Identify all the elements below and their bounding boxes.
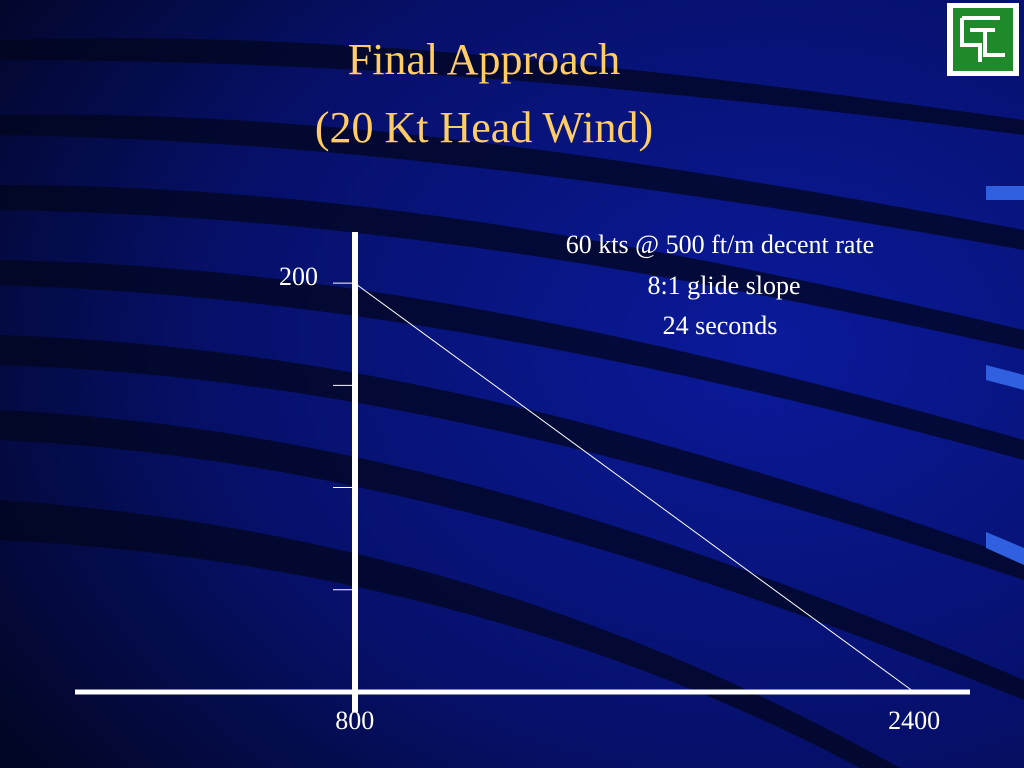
x-tick-label: 2400 xyxy=(888,706,940,735)
edge-notches xyxy=(986,186,1024,565)
y-tick-label: 200 xyxy=(279,262,318,291)
logo xyxy=(947,3,1019,76)
annotation: 24 seconds xyxy=(663,311,778,340)
annotation: 8:1 glide slope xyxy=(647,271,800,300)
background-stripes xyxy=(0,38,1024,768)
data-line xyxy=(354,282,915,693)
annotation: 60 kts @ 500 ft/m decent rate xyxy=(566,230,874,259)
chart-subtitle: (20 Kt Head Wind) xyxy=(315,103,653,152)
x-tick-label: 800 xyxy=(335,706,374,735)
chart-title: Final Approach xyxy=(348,35,621,84)
